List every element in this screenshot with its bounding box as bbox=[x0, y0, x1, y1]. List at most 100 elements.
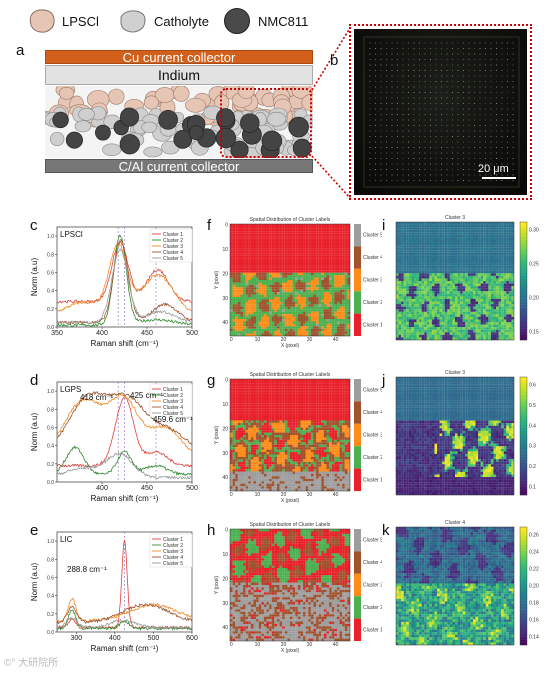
map-pixel bbox=[258, 391, 262, 394]
map-pixel bbox=[344, 413, 348, 416]
map-pixel bbox=[308, 287, 311, 290]
map-pixel bbox=[303, 471, 306, 474]
map-pixel bbox=[271, 427, 275, 431]
map-pixel bbox=[271, 473, 275, 477]
map-pixel bbox=[305, 287, 309, 290]
map-pixel bbox=[303, 400, 306, 404]
map-pixel bbox=[336, 241, 340, 244]
map-pixel bbox=[269, 326, 272, 329]
map-pixel bbox=[318, 454, 322, 457]
map-pixel bbox=[266, 287, 270, 290]
map-pixel bbox=[308, 289, 311, 293]
map-pixel bbox=[243, 299, 246, 302]
map-pixel bbox=[258, 456, 262, 460]
map-pixel bbox=[243, 435, 246, 438]
map-pixel bbox=[237, 289, 241, 293]
scan-point bbox=[463, 103, 464, 104]
catholyte-particle bbox=[102, 143, 122, 156]
map-pixel bbox=[269, 398, 272, 401]
map-pixel bbox=[347, 415, 351, 418]
map-pixel bbox=[300, 253, 304, 256]
map-pixel bbox=[305, 417, 309, 421]
map-pixel bbox=[303, 224, 306, 227]
map-pixel bbox=[243, 398, 246, 401]
map-pixel bbox=[342, 289, 345, 293]
map-pixel bbox=[334, 469, 338, 472]
map-pixel bbox=[237, 314, 241, 317]
map-pixel bbox=[284, 226, 288, 229]
map-pixel bbox=[282, 314, 285, 317]
map-pixel bbox=[235, 386, 238, 389]
map-pixel bbox=[300, 410, 304, 414]
map-pixel bbox=[248, 417, 251, 421]
map-pixel bbox=[321, 425, 324, 428]
map-pixel bbox=[256, 408, 259, 411]
map-pixel bbox=[334, 255, 338, 259]
map-pixel bbox=[232, 333, 236, 337]
map-pixel bbox=[243, 224, 246, 227]
map-pixel bbox=[256, 231, 259, 234]
scan-point bbox=[386, 158, 387, 159]
scan-point bbox=[419, 97, 420, 99]
map-pixel bbox=[284, 469, 288, 472]
map-pixel bbox=[279, 248, 283, 251]
scan-point bbox=[441, 92, 442, 93]
map-pixel bbox=[240, 318, 244, 322]
map-pixel bbox=[263, 250, 267, 254]
map-pixel bbox=[313, 333, 317, 337]
map-pixel bbox=[313, 316, 317, 319]
map-pixel bbox=[295, 316, 298, 319]
map-pixel bbox=[245, 267, 249, 271]
map-pixel bbox=[232, 469, 236, 472]
map-pixel bbox=[310, 427, 314, 431]
map-pixel bbox=[258, 241, 262, 244]
map-pixel bbox=[274, 233, 278, 237]
map-pixel bbox=[261, 258, 264, 261]
scan-point bbox=[485, 92, 486, 93]
map-pixel bbox=[305, 393, 309, 397]
map-pixel bbox=[303, 272, 306, 276]
map-pixel bbox=[313, 231, 317, 234]
map-pixel bbox=[297, 473, 301, 477]
map-pixel bbox=[336, 255, 340, 259]
map-pixel bbox=[318, 270, 322, 273]
scan-point bbox=[380, 70, 382, 71]
map-pixel bbox=[292, 393, 296, 397]
map-pixel bbox=[287, 391, 291, 394]
scan-point bbox=[380, 92, 382, 93]
map-pixel bbox=[237, 318, 241, 322]
peak-annotation: 459.6 cm⁻¹ bbox=[153, 415, 193, 424]
map-pixel bbox=[326, 473, 330, 477]
map-pixel bbox=[321, 280, 324, 283]
map-pixel bbox=[256, 393, 259, 397]
map-pixel bbox=[274, 306, 278, 310]
map-pixel bbox=[230, 417, 233, 421]
map-pixel bbox=[235, 447, 238, 450]
map-pixel bbox=[240, 388, 244, 392]
map-pixel bbox=[334, 262, 338, 266]
y-tick-label: 0.0 bbox=[47, 325, 54, 331]
map-pixel bbox=[237, 231, 241, 234]
map-pixel bbox=[303, 253, 306, 256]
scan-point bbox=[419, 53, 420, 55]
map-pixel bbox=[336, 250, 340, 254]
map-pixel bbox=[308, 282, 311, 285]
map-pixel bbox=[321, 432, 324, 436]
map-pixel bbox=[321, 383, 324, 387]
map-pixel bbox=[295, 473, 298, 477]
map-pixel bbox=[344, 326, 348, 329]
scan-point bbox=[424, 136, 426, 137]
scan-point bbox=[507, 141, 508, 143]
map-pixel bbox=[295, 280, 298, 283]
scan-point bbox=[496, 81, 497, 82]
scan-point bbox=[507, 81, 508, 82]
map-pixel bbox=[329, 417, 332, 421]
map-pixel bbox=[271, 265, 275, 268]
map-pixel bbox=[261, 379, 264, 382]
map-pixel bbox=[245, 260, 249, 263]
map-pixel bbox=[329, 304, 332, 307]
map-pixel bbox=[303, 270, 306, 273]
legend-nmc811: NMC811 bbox=[222, 6, 308, 36]
map-pixel bbox=[310, 284, 314, 288]
scan-point bbox=[375, 147, 376, 148]
